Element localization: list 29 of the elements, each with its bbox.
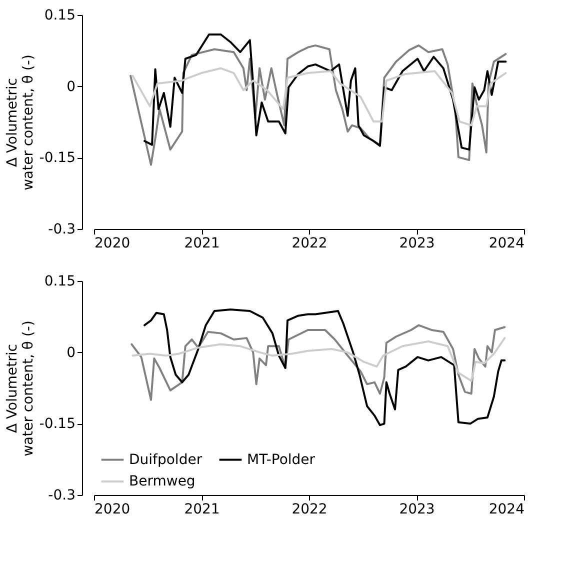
line-series (132, 337, 506, 382)
x-tick-label: 2021 (184, 236, 220, 252)
y-tick-label: -0.15 (39, 416, 76, 432)
x-tick-label: 2022 (292, 502, 328, 518)
y-tick-label: -0.3 (48, 222, 76, 238)
x-tick-label: 2024 (488, 236, 525, 252)
legend-label: MT-Polder (247, 452, 316, 468)
line-series (144, 34, 507, 151)
y-tick-label: 0 (66, 78, 76, 95)
x-tick-label: 2021 (184, 502, 220, 518)
y-tick-label: -0.3 (48, 488, 76, 504)
y-axis-title: Δ Volumetric water content, θ (-) (4, 54, 36, 190)
legend-label: Duifpolder (129, 452, 202, 468)
x-tick-label: 2022 (292, 236, 328, 252)
y-tick-label: 0.15 (44, 8, 76, 24)
line-series (144, 308, 506, 426)
x-tick-label: 2023 (399, 236, 435, 252)
x-tick-label: 2020 (94, 502, 130, 518)
x-tick-label: 2020 (94, 236, 130, 252)
line-series (130, 44, 507, 166)
y-axis-title: Δ Volumetric water content, θ (-) (4, 320, 36, 456)
x-tick-label: 2024 (488, 502, 525, 518)
y-tick-label: 0 (66, 344, 76, 361)
y-tick-label: 0.15 (44, 274, 76, 290)
line-series (132, 67, 507, 126)
line-series (130, 324, 506, 401)
x-tick-label: 2023 (399, 502, 435, 518)
y-tick-label: -0.15 (39, 150, 76, 166)
legend-label: Bermweg (129, 474, 196, 490)
